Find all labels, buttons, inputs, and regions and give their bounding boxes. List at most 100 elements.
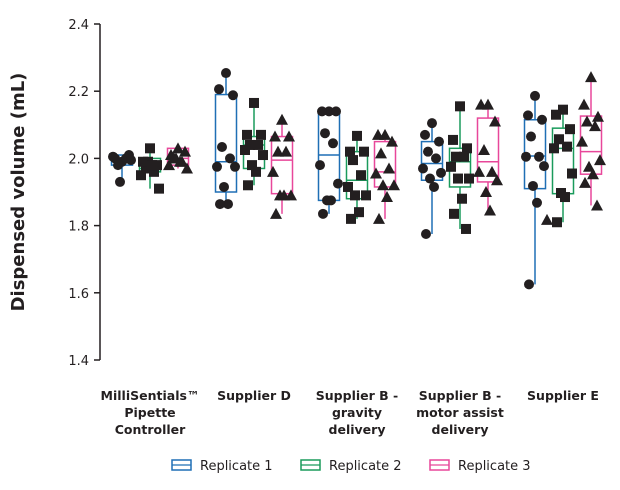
y-tick-label: 2.0 bbox=[68, 152, 89, 167]
data-point-triangle bbox=[373, 212, 385, 224]
data-point-circle bbox=[521, 151, 531, 162]
data-point-triangle bbox=[489, 115, 501, 127]
data-point-circle bbox=[539, 161, 549, 172]
data-point-triangle bbox=[372, 128, 384, 140]
data-point-square bbox=[449, 208, 459, 219]
data-point-circle bbox=[113, 160, 123, 171]
data-point-triangle bbox=[473, 165, 485, 177]
data-point-circle bbox=[315, 160, 325, 171]
data-point-triangle bbox=[587, 168, 599, 180]
data-point-circle bbox=[436, 167, 446, 178]
data-point-triangle bbox=[591, 199, 603, 211]
data-point-square bbox=[462, 143, 472, 154]
data-point-triangle bbox=[388, 179, 400, 191]
data-point-triangle bbox=[270, 207, 282, 219]
data-point-triangle bbox=[581, 115, 593, 127]
data-point-circle bbox=[434, 136, 444, 147]
data-point-square bbox=[457, 193, 467, 204]
x-category-label: Supplier B - bbox=[316, 388, 398, 403]
data-point-square bbox=[455, 101, 465, 112]
data-point-circle bbox=[108, 151, 118, 162]
x-category-label: Supplier E bbox=[527, 388, 599, 403]
data-point-circle bbox=[126, 155, 136, 166]
replicate-box-1 bbox=[108, 150, 136, 187]
data-point-circle bbox=[331, 106, 341, 117]
data-point-square bbox=[346, 213, 356, 224]
data-point-square bbox=[253, 139, 263, 150]
replicate-box-3 bbox=[163, 142, 193, 174]
replicate-box-1 bbox=[315, 106, 343, 219]
data-point-triangle bbox=[276, 113, 288, 125]
data-point-square bbox=[350, 190, 360, 201]
data-point-circle bbox=[225, 153, 235, 164]
data-point-square bbox=[243, 180, 253, 191]
data-point-triangle bbox=[585, 71, 597, 83]
data-point-square bbox=[240, 145, 250, 155]
data-point-square bbox=[552, 217, 562, 228]
data-point-circle bbox=[324, 106, 334, 117]
data-point-square bbox=[352, 130, 362, 141]
data-point-triangle bbox=[278, 189, 290, 201]
data-point-triangle bbox=[480, 186, 492, 197]
y-tick-label: 1.8 bbox=[68, 220, 89, 235]
data-point-triangle bbox=[174, 155, 186, 167]
data-point-triangle bbox=[484, 204, 496, 216]
data-point-triangle bbox=[370, 167, 382, 179]
data-point-square bbox=[567, 168, 577, 179]
data-point-triangle bbox=[181, 162, 193, 174]
data-point-circle bbox=[318, 208, 328, 219]
data-point-circle bbox=[320, 128, 330, 139]
data-point-triangle bbox=[491, 174, 503, 186]
data-point-square bbox=[451, 151, 461, 162]
data-point-square bbox=[356, 170, 366, 181]
data-point-square bbox=[549, 143, 559, 154]
data-point-square bbox=[145, 143, 155, 154]
data-point-circle bbox=[217, 141, 227, 152]
y-tick-label: 2.4 bbox=[68, 18, 89, 33]
data-point-square bbox=[141, 163, 151, 174]
y-tick-label: 2.2 bbox=[68, 85, 89, 100]
replicate-box-3 bbox=[473, 98, 503, 216]
x-category-label: Pipette bbox=[124, 405, 175, 420]
replicate-box-1 bbox=[418, 118, 446, 239]
replicate-box-2 bbox=[446, 101, 474, 234]
legend-label: Replicate 2 bbox=[329, 459, 402, 474]
x-category-label: motor assist bbox=[416, 405, 504, 420]
data-point-circle bbox=[423, 146, 433, 157]
data-point-triangle bbox=[267, 165, 279, 177]
data-point-triangle bbox=[280, 145, 292, 157]
box-iqr bbox=[476, 117, 500, 183]
data-point-circle bbox=[212, 161, 222, 172]
data-point-square bbox=[560, 192, 570, 203]
replicate-box-2 bbox=[240, 97, 268, 191]
data-point-triangle bbox=[179, 145, 191, 157]
group-2 bbox=[315, 106, 400, 224]
group-0 bbox=[108, 142, 193, 194]
data-point-square bbox=[461, 223, 471, 234]
data-point-triangle bbox=[269, 130, 281, 142]
data-point-circle bbox=[420, 129, 430, 140]
data-point-circle bbox=[534, 151, 544, 162]
data-point-circle bbox=[528, 180, 538, 191]
replicate-box-2 bbox=[549, 104, 577, 228]
x-category-label: delivery bbox=[329, 422, 386, 437]
data-point-circle bbox=[223, 199, 233, 210]
data-point-triangle bbox=[377, 179, 389, 191]
legend-item-3: Replicate 3 bbox=[429, 459, 531, 474]
data-point-square bbox=[354, 207, 364, 218]
data-point-square bbox=[343, 181, 353, 192]
group-1 bbox=[212, 68, 297, 219]
data-point-circle bbox=[431, 153, 441, 164]
data-point-square bbox=[249, 97, 259, 108]
data-point-triangle bbox=[594, 154, 606, 166]
data-point-triangle bbox=[381, 191, 393, 203]
box-iqr bbox=[214, 93, 238, 193]
data-point-triangle bbox=[478, 144, 490, 155]
data-point-square bbox=[242, 129, 252, 140]
data-point-square bbox=[453, 173, 463, 184]
group-4 bbox=[521, 71, 606, 290]
data-point-triangle bbox=[375, 147, 387, 159]
data-point-circle bbox=[317, 106, 327, 117]
data-point-square bbox=[558, 104, 568, 115]
